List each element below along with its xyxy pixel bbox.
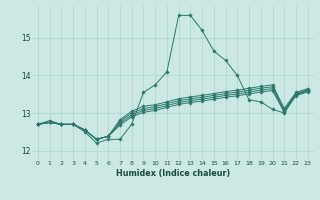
X-axis label: Humidex (Indice chaleur): Humidex (Indice chaleur): [116, 169, 230, 178]
